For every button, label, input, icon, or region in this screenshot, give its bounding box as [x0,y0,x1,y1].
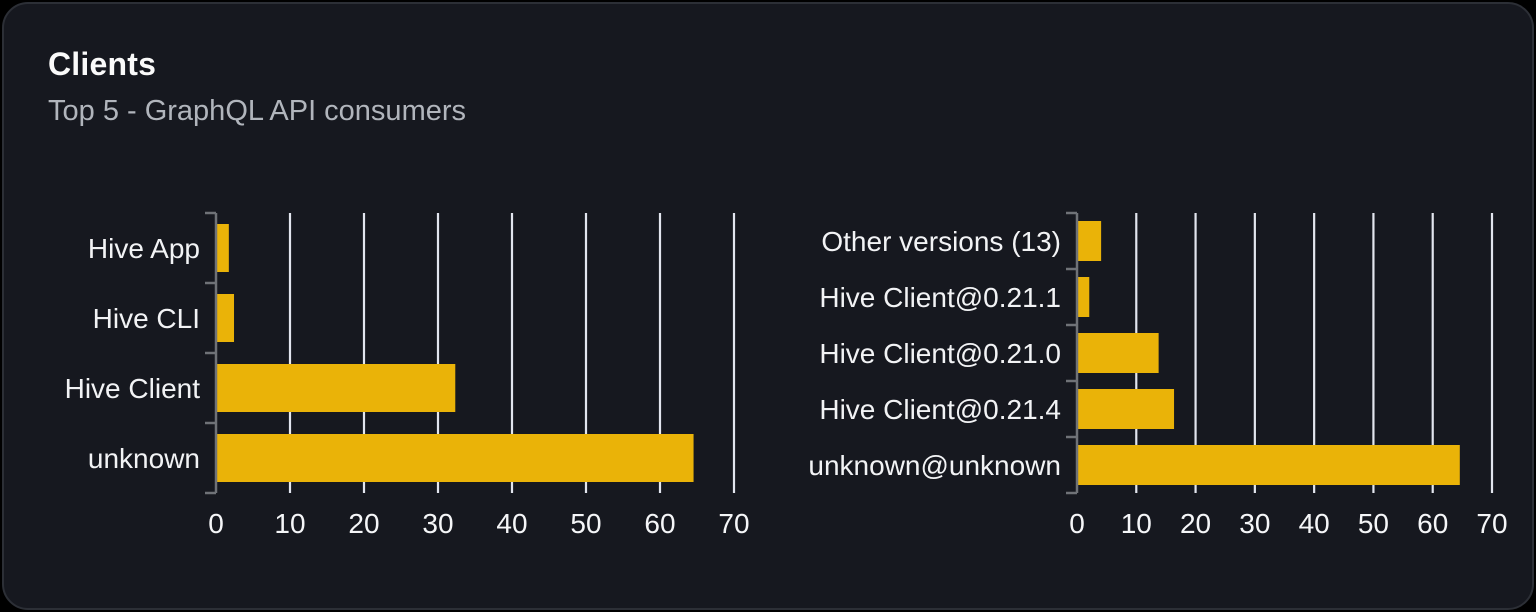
card-subtitle: Top 5 - GraphQL API consumers [48,95,467,127]
category-label: Hive Client@0.21.0 [819,338,1061,369]
tick-label: 10 [1121,508,1152,539]
tick-label: 60 [644,508,675,539]
category-label: Hive Client@0.21.1 [819,282,1061,313]
category-label: unknown [88,443,200,474]
tick-label: 40 [1299,508,1330,539]
category-label: Hive CLI [93,303,200,334]
tick-label: 40 [496,508,527,539]
client-names-chart: Hive App Hive CLI Hive Client unknown 0 10 20 3… [65,211,750,539]
bar[interactable] [1078,221,1102,261]
bar[interactable] [217,434,694,482]
tick-label: 20 [348,508,379,539]
tick-label: 20 [1180,508,1211,539]
tick-label: 30 [422,508,453,539]
bar[interactable] [1078,277,1090,317]
tick-label: 60 [1417,508,1448,539]
category-label: unknown@unknown [808,450,1061,481]
tick-label: 30 [1239,508,1270,539]
tick-label: 10 [274,508,305,539]
tick-label: 70 [1476,508,1507,539]
card-title: Clients [48,46,157,82]
bar[interactable] [217,224,229,272]
tick-label: 0 [208,508,224,539]
tick-label: 50 [1358,508,1389,539]
tick-label: 50 [570,508,601,539]
category-label: Other versions (13) [821,226,1061,257]
bar[interactable] [217,364,456,412]
bar[interactable] [217,294,235,342]
category-label: Hive App [88,233,200,264]
bar[interactable] [1078,445,1460,485]
category-label: Hive Client [65,373,201,404]
category-label: Hive Client@0.21.4 [819,394,1061,425]
card-header: Clients Top 5 - GraphQL API consumers [48,46,466,128]
tick-label: 0 [1069,508,1085,539]
client-versions-chart: Other versions (13) Hive Client@0.21.1 Hiv… [808,211,1508,539]
tick-label: 70 [718,508,749,539]
bar[interactable] [1078,333,1159,373]
bar[interactable] [1078,389,1175,429]
